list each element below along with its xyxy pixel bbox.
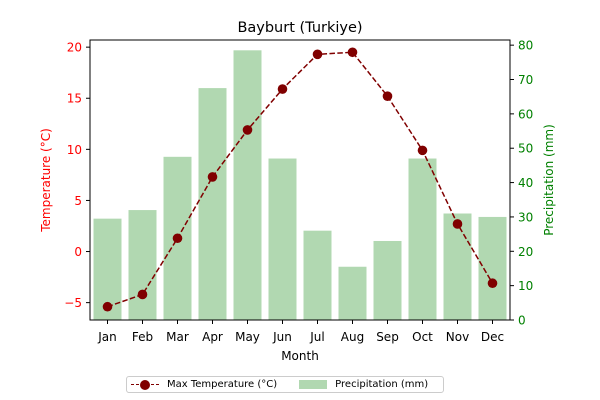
temp-point-apr (207, 172, 218, 182)
temp-point-dec (487, 278, 498, 289)
y-left-tick-label-3: 10 (67, 143, 82, 157)
precip-bar-jun (268, 158, 297, 320)
precip-bar-dec (478, 216, 507, 320)
y-axis-left-label: Temperature (°C) (39, 128, 53, 233)
y-right-tick-label-1: 10 (518, 279, 533, 293)
y-right-tick-label-3: 30 (518, 210, 533, 224)
x-tick-label-jun: Jun (272, 330, 292, 344)
precip-bar-feb (128, 210, 157, 320)
temp-point-nov (452, 219, 463, 229)
y-right-tick-label-8: 80 (518, 39, 533, 53)
plot-frame (89, 39, 511, 321)
x-tick-label-sep: Sep (376, 330, 399, 344)
x-tick-label-mar: Mar (166, 330, 189, 344)
temp-point-may (242, 125, 253, 135)
x-tick-label-aug: Aug (341, 330, 364, 344)
x-tick-label-jul: Jul (309, 330, 324, 344)
precip-bar-may (233, 50, 262, 320)
axes: Jan Feb Mar Apr May Jun Jul Aug Sep Oct Nov Dec −5 0 5… (64, 39, 533, 344)
x-tick-label-jan: Jan (97, 330, 117, 344)
precip-bar-nov (443, 213, 472, 320)
precipitation-bars (93, 50, 507, 320)
x-tick-label-nov: Nov (446, 330, 469, 344)
x-axis-label: Month (281, 349, 319, 363)
temp-point-jun (277, 84, 288, 94)
y-left-tick-label-0: −5 (64, 296, 82, 310)
legend-item-temperature: Max Temperature (°C) (131, 379, 277, 390)
temp-point-sep (382, 91, 393, 102)
legend-label-precipitation: Precipitation (mm) (335, 379, 429, 390)
y-left-tick-label-4: 15 (67, 92, 82, 106)
temp-point-jul (312, 49, 323, 60)
x-tick-label-feb: Feb (132, 330, 153, 344)
legend-bar-swatch-icon (299, 380, 328, 389)
legend-label-temperature: Max Temperature (°C) (167, 379, 278, 390)
y-right-tick-label-7: 70 (518, 73, 533, 87)
precip-bar-jul (303, 230, 332, 320)
temp-point-oct (417, 145, 428, 156)
x-tick-label-dec: Dec (481, 330, 504, 344)
legend: Max Temperature (°C) Precipitation (mm) (126, 376, 444, 393)
y-right-tick-label-6: 60 (518, 107, 533, 121)
temperature-line-layer (102, 47, 498, 312)
temp-point-aug (347, 47, 358, 58)
precip-bar-apr (198, 88, 227, 320)
y-axis-right-label: Precipitation (mm) (542, 124, 556, 236)
y-left-tick-label-1: 0 (74, 245, 82, 259)
y-right-tick-label-4: 40 (518, 176, 533, 190)
x-tick-label-may: May (235, 330, 260, 344)
x-tick-label-apr: Apr (202, 330, 223, 344)
y-right-tick-label-2: 20 (518, 245, 533, 259)
y-left-tick-label-2: 5 (74, 194, 82, 208)
temp-point-mar (172, 233, 183, 244)
legend-item-precipitation: Precipitation (mm) (299, 379, 428, 390)
y-right-tick-label-0: 0 (518, 314, 526, 328)
chart-title: Bayburt (Turkiye) (237, 20, 362, 36)
precip-bar-sep (373, 240, 402, 320)
precip-bar-oct (408, 158, 437, 320)
y-right-tick-label-5: 50 (518, 142, 533, 156)
x-tick-label-oct: Oct (412, 330, 433, 344)
temp-point-feb (137, 289, 148, 300)
legend-line-marker-icon (131, 379, 159, 390)
temp-point-jan (102, 301, 113, 312)
precip-bar-aug (338, 266, 367, 320)
y-left-tick-label-5: 20 (67, 41, 82, 55)
temperature-line (107, 51, 494, 308)
